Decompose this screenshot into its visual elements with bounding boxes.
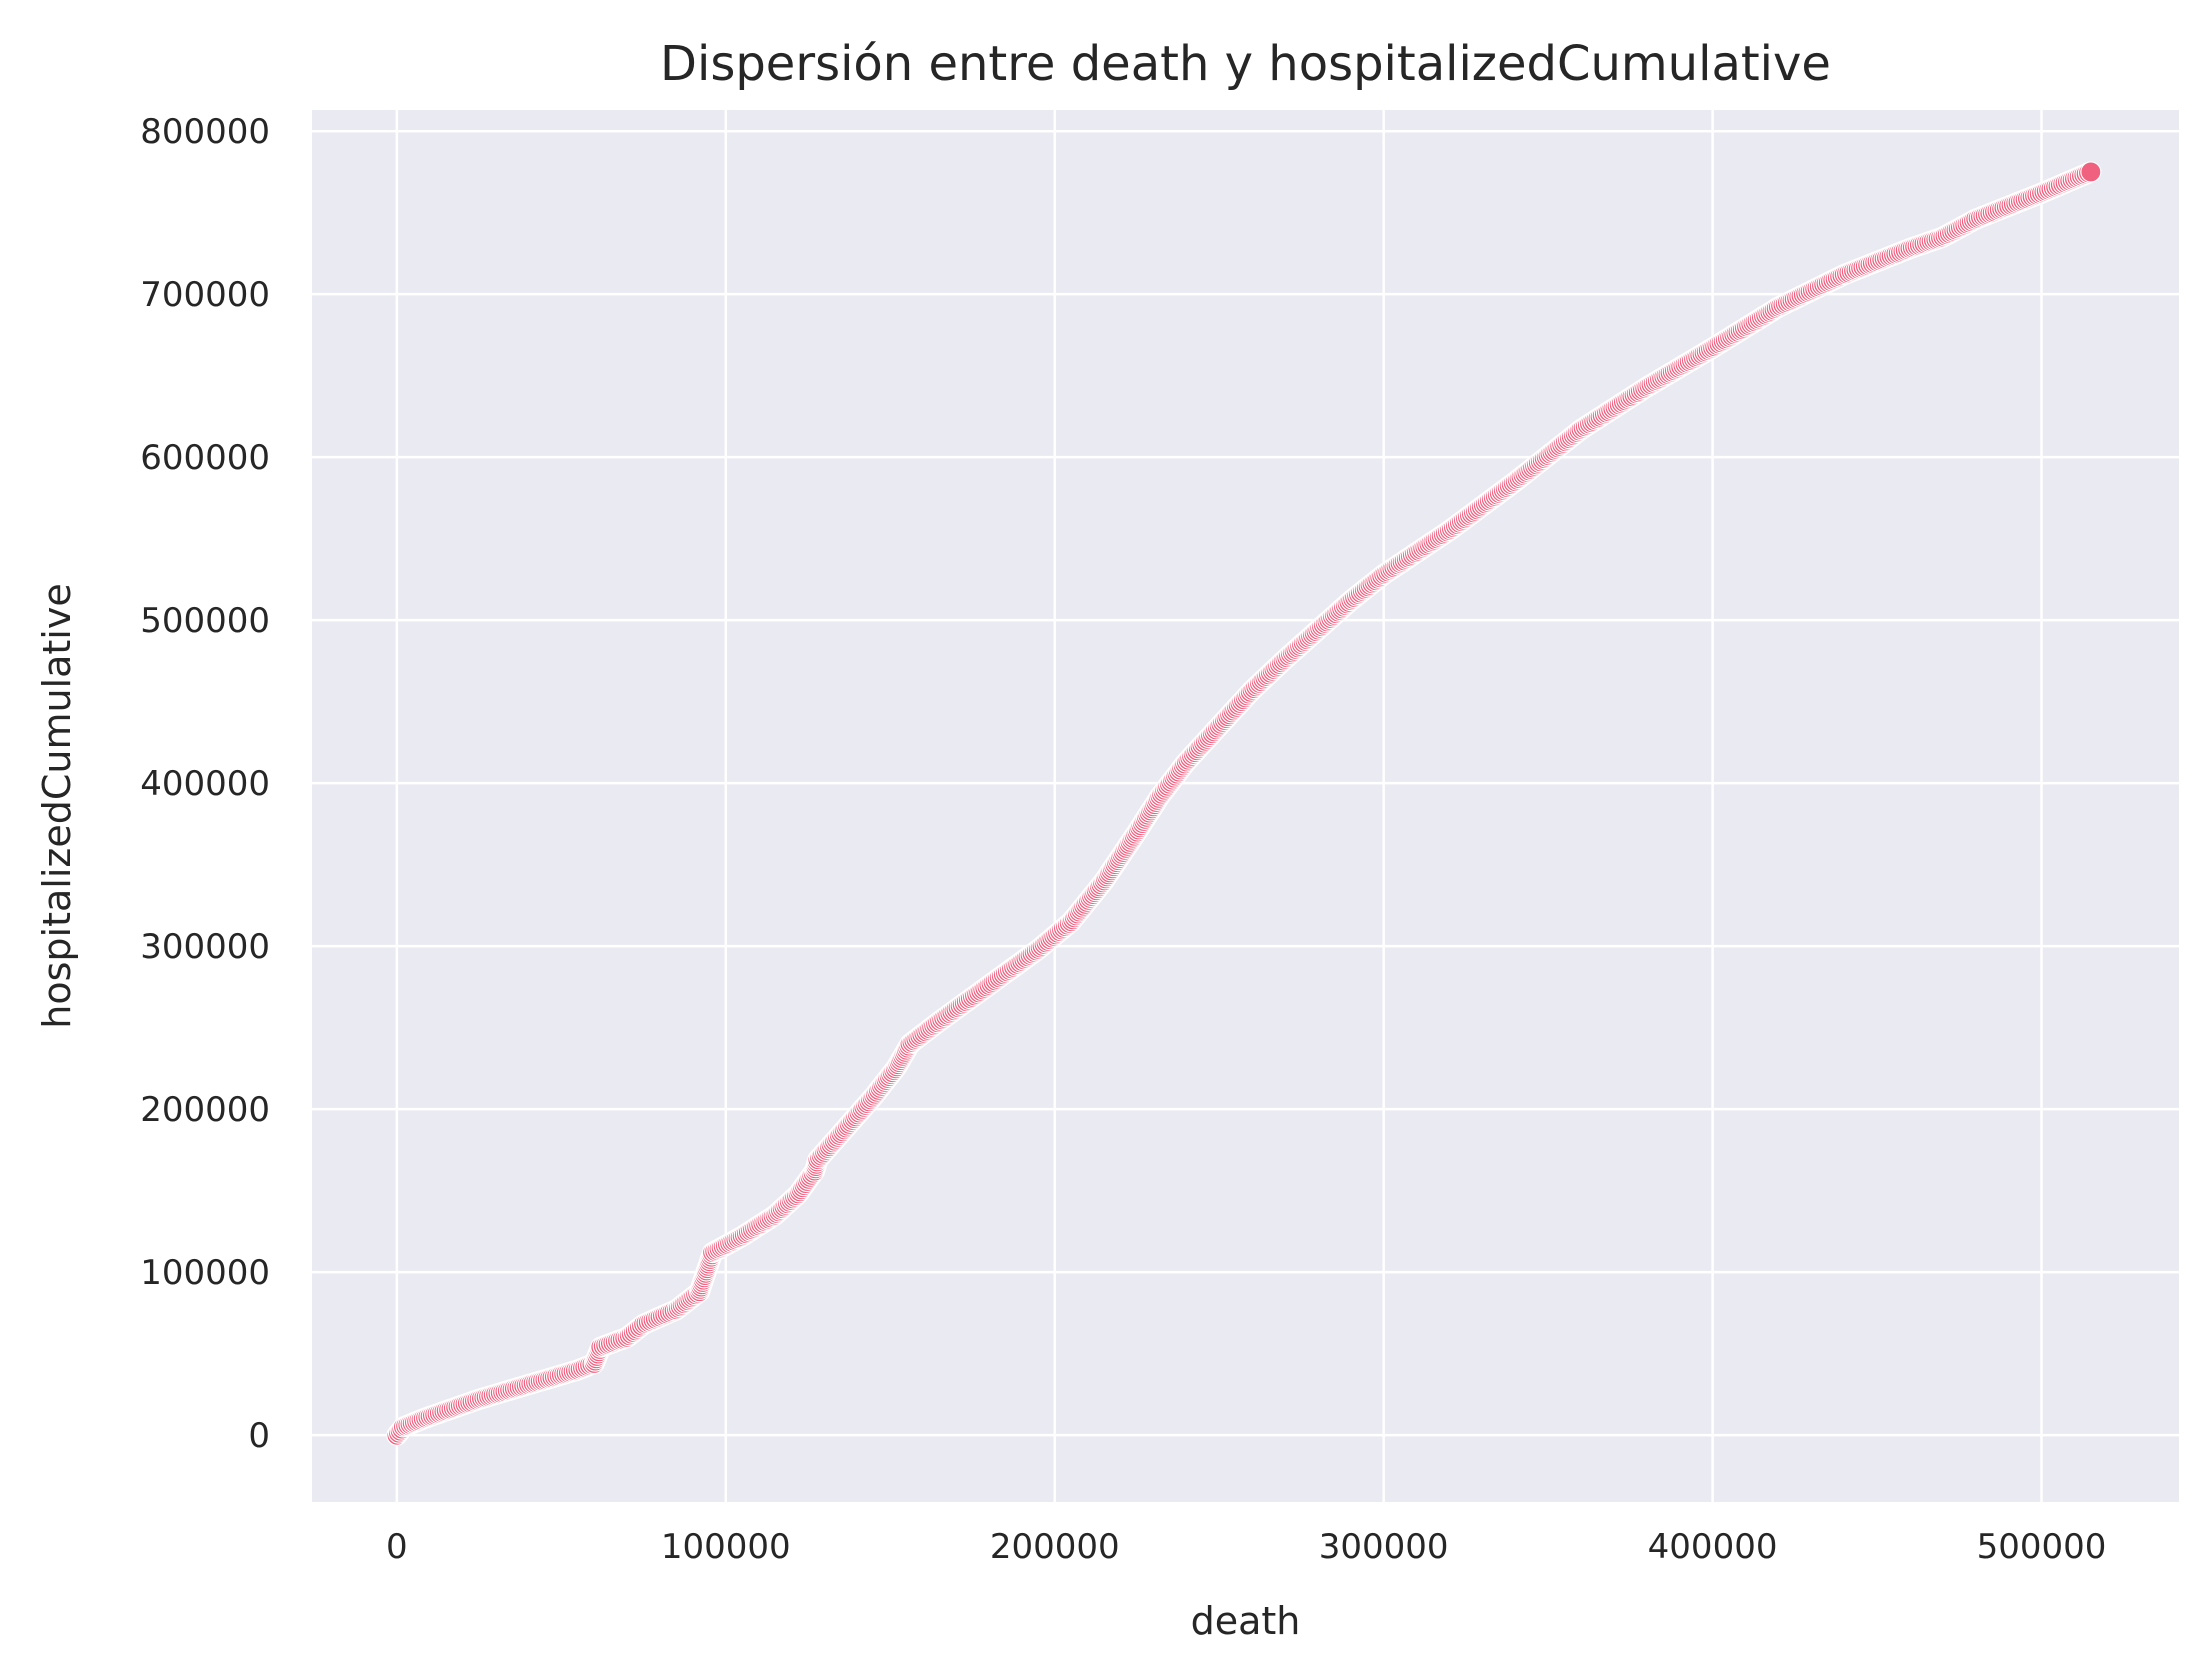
plot-background [312, 110, 2179, 1502]
x-tick-label: 400000 [1648, 1527, 1778, 1567]
y-tick-label: 200000 [140, 1090, 270, 1130]
x-tick-label: 300000 [1319, 1527, 1449, 1567]
y-tick-label: 300000 [140, 927, 270, 967]
data-points [386, 161, 2102, 1446]
y-tick-label: 600000 [140, 438, 270, 478]
x-axis-label: death [1191, 1599, 1301, 1643]
y-tick-label: 800000 [140, 112, 270, 152]
scatter-point [2080, 161, 2102, 183]
y-axis-label: hospitalizedCumulative [35, 583, 79, 1028]
y-tick-labels: 0 100000 200000 300000 400000 500000 600000 700… [140, 112, 270, 1456]
y-tick-label: 0 [248, 1416, 270, 1456]
x-tick-label: 100000 [661, 1527, 791, 1567]
chart-title: Dispersión entre death y hospitalizedCum… [660, 36, 1831, 92]
y-tick-label: 500000 [140, 601, 270, 641]
x-tick-labels: 0 100000 200000 300000 400000 500000 [386, 1527, 2106, 1567]
y-tick-label: 100000 [140, 1253, 270, 1293]
grid [312, 110, 2179, 1502]
x-tick-label: 500000 [1977, 1527, 2107, 1567]
x-tick-label: 200000 [990, 1527, 1120, 1567]
y-tick-label: 700000 [140, 275, 270, 315]
x-tick-label: 0 [386, 1527, 408, 1567]
y-tick-label: 400000 [140, 764, 270, 804]
